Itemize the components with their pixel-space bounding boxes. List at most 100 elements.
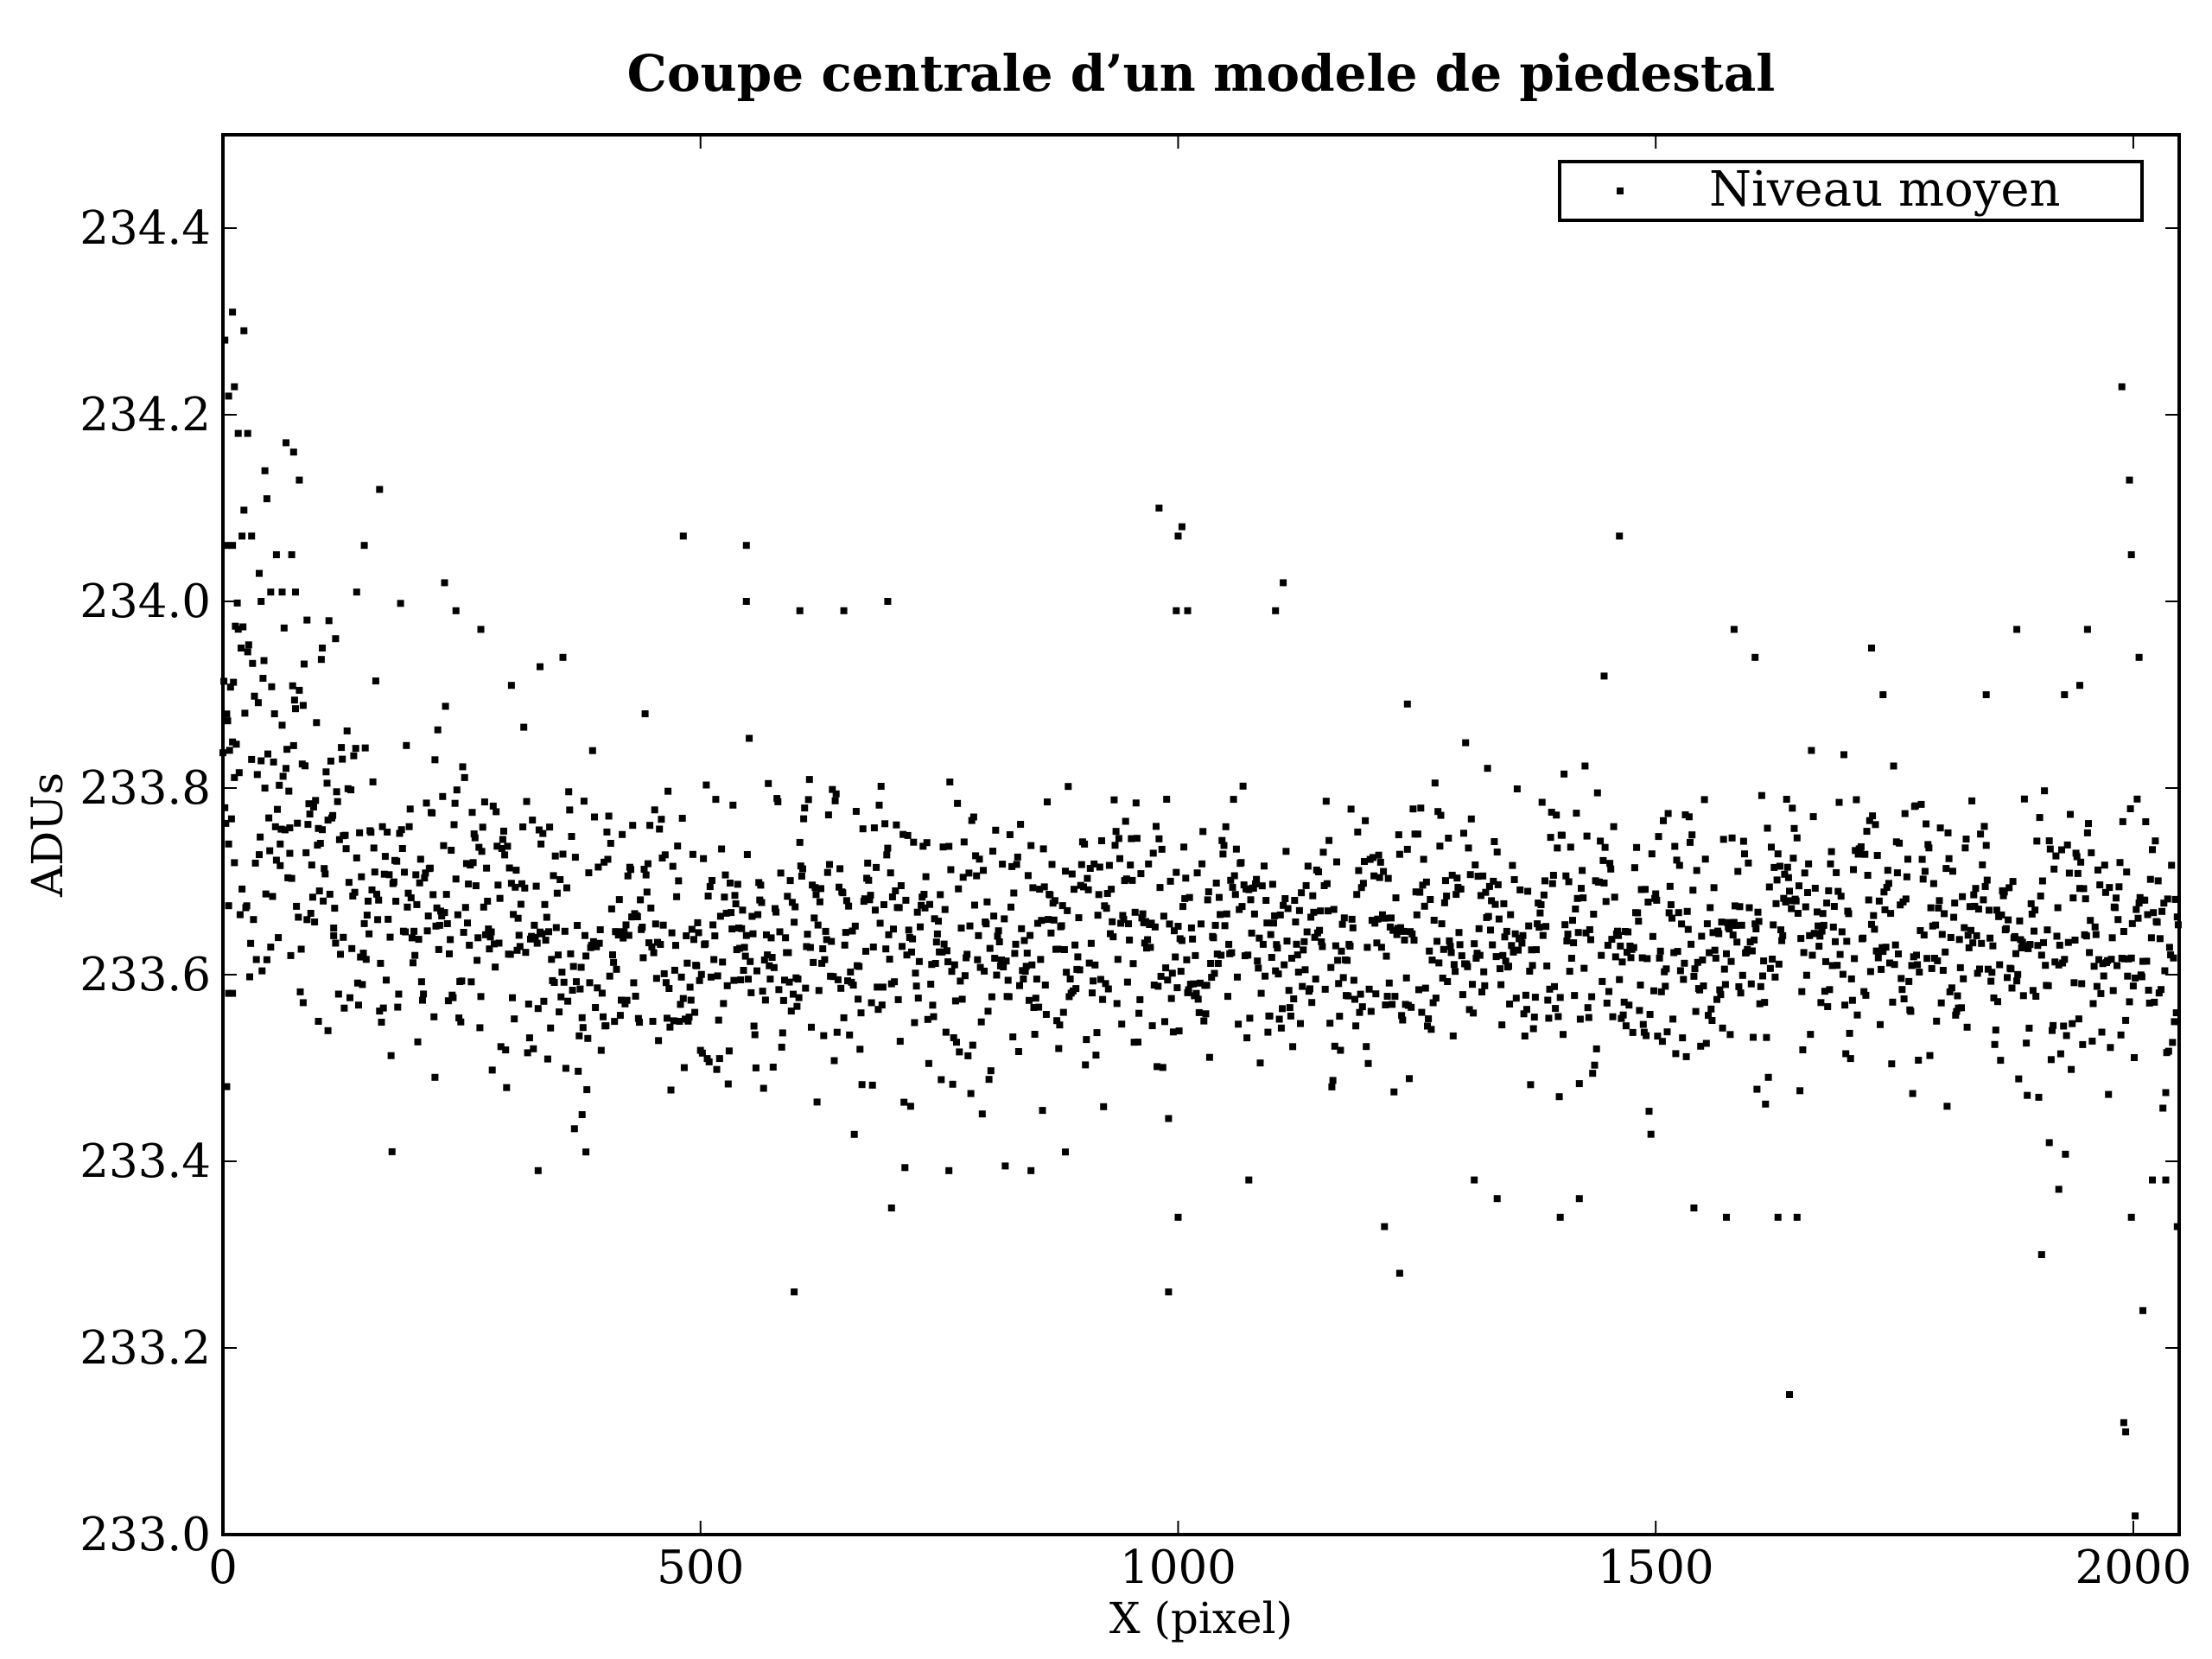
data-point bbox=[477, 626, 485, 633]
data-point bbox=[1812, 930, 1820, 938]
data-point bbox=[1143, 944, 1150, 952]
data-point bbox=[597, 1046, 605, 1054]
data-point bbox=[2080, 885, 2088, 893]
data-point bbox=[1482, 888, 1490, 896]
data-point bbox=[1294, 969, 1302, 976]
data-point bbox=[1399, 1016, 1407, 1024]
data-point bbox=[2154, 877, 2162, 885]
data-point bbox=[1050, 916, 1058, 924]
data-point bbox=[634, 1014, 642, 1022]
data-point bbox=[986, 944, 994, 952]
data-point bbox=[788, 899, 796, 906]
data-point bbox=[1159, 1064, 1166, 1071]
data-point bbox=[1165, 1288, 1173, 1296]
data-point bbox=[1480, 968, 1488, 976]
data-point bbox=[806, 944, 814, 951]
data-point bbox=[2083, 829, 2091, 836]
data-point bbox=[1606, 860, 1614, 868]
data-point bbox=[1096, 976, 1104, 983]
data-point bbox=[894, 995, 902, 1003]
data-point bbox=[837, 984, 845, 992]
data-point bbox=[267, 588, 275, 596]
data-point bbox=[851, 922, 859, 930]
data-point bbox=[989, 848, 996, 855]
data-point bbox=[1850, 866, 1857, 874]
data-point bbox=[2012, 950, 2019, 957]
data-point bbox=[2149, 1176, 2156, 1184]
data-point bbox=[959, 874, 967, 881]
data-point bbox=[1370, 854, 1376, 861]
data-point bbox=[1925, 844, 1933, 852]
data-point bbox=[1181, 894, 1189, 902]
data-point bbox=[1679, 1034, 1687, 1042]
data-point bbox=[1204, 896, 1211, 904]
data-point bbox=[1908, 962, 1916, 969]
data-point bbox=[915, 957, 923, 965]
data-point bbox=[474, 934, 482, 942]
data-point bbox=[293, 902, 301, 910]
data-point bbox=[994, 932, 1001, 940]
data-point bbox=[670, 1017, 677, 1025]
data-point bbox=[1586, 925, 1593, 933]
data-point bbox=[362, 956, 370, 963]
data-point bbox=[1777, 926, 1784, 934]
data-point bbox=[1118, 1020, 1126, 1028]
data-point bbox=[1173, 984, 1181, 992]
data-point bbox=[1365, 985, 1373, 993]
data-point bbox=[1691, 965, 1699, 973]
data-point bbox=[1574, 929, 1582, 937]
data-point bbox=[647, 904, 655, 912]
data-point bbox=[266, 847, 274, 855]
data-point bbox=[306, 810, 314, 818]
data-point bbox=[1604, 942, 1611, 949]
data-point bbox=[2015, 1075, 2023, 1083]
data-point bbox=[478, 848, 486, 855]
data-point bbox=[2092, 931, 2100, 938]
data-point bbox=[1690, 972, 1698, 980]
data-point bbox=[1109, 918, 1116, 925]
data-point bbox=[1708, 1017, 1716, 1024]
data-points bbox=[219, 308, 2182, 1520]
data-point bbox=[964, 1052, 972, 1059]
data-point bbox=[649, 1018, 657, 1025]
data-point bbox=[279, 772, 287, 780]
data-point bbox=[466, 941, 474, 949]
data-point bbox=[828, 938, 836, 945]
data-point bbox=[471, 834, 479, 842]
data-point bbox=[896, 1038, 904, 1046]
data-point bbox=[330, 931, 338, 939]
data-point bbox=[304, 821, 312, 829]
plot-frame bbox=[221, 133, 2181, 1536]
data-point bbox=[1689, 887, 1697, 894]
data-point bbox=[1109, 933, 1117, 941]
data-point bbox=[353, 979, 361, 987]
data-point bbox=[1492, 953, 1500, 961]
data-point bbox=[1205, 1053, 1213, 1061]
data-point bbox=[1018, 925, 1026, 932]
data-point bbox=[1178, 937, 1185, 944]
data-point bbox=[437, 907, 444, 915]
data-point bbox=[2118, 383, 2126, 391]
data-point bbox=[887, 1205, 895, 1211]
data-point bbox=[764, 951, 772, 959]
data-point bbox=[376, 486, 384, 493]
data-point bbox=[1638, 954, 1646, 962]
data-point bbox=[504, 842, 512, 850]
data-point bbox=[1961, 844, 1969, 852]
data-point bbox=[671, 966, 678, 974]
data-point bbox=[1307, 913, 1315, 921]
data-point bbox=[1507, 911, 1515, 918]
data-point bbox=[1475, 925, 1483, 932]
data-point bbox=[1694, 958, 1701, 966]
data-point bbox=[480, 798, 488, 806]
data-point bbox=[977, 1018, 985, 1026]
data-point bbox=[2143, 957, 2151, 965]
data-point bbox=[223, 542, 231, 550]
data-point bbox=[657, 941, 664, 948]
data-point bbox=[1484, 765, 1491, 772]
data-point bbox=[1715, 930, 1723, 938]
data-point bbox=[821, 956, 829, 963]
data-point bbox=[429, 809, 436, 817]
data-point bbox=[2116, 859, 2124, 867]
data-point bbox=[1956, 963, 1964, 971]
